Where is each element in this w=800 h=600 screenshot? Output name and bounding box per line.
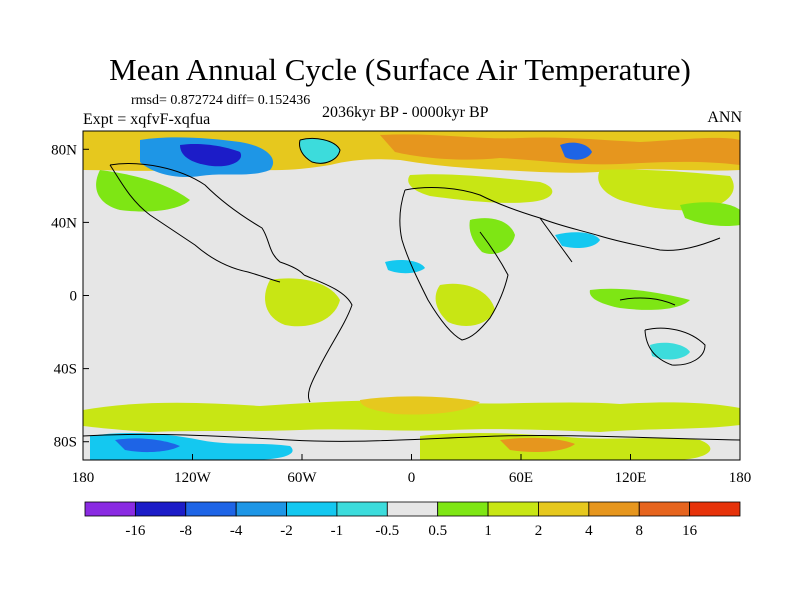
- amazon-warm: [265, 278, 340, 327]
- coastlines: [83, 137, 740, 442]
- north-pacific-warm: [680, 202, 740, 227]
- india-cold: [555, 232, 600, 248]
- colorbar-swatch: [134, 501, 187, 517]
- colorbar-label: -2: [280, 523, 293, 539]
- lon-tick-label: 60W: [287, 470, 317, 486]
- sahara-cold: [385, 260, 425, 274]
- greenland-cold: [299, 138, 340, 164]
- lat-tick-label: 40S: [54, 362, 77, 378]
- season-label: ANN: [707, 109, 742, 126]
- southern-ocean-warm: [360, 396, 480, 415]
- scandinavia-cold: [560, 142, 592, 160]
- colorbar-label: -0.5: [375, 523, 399, 539]
- lat-tick-label: 0: [70, 289, 78, 305]
- colorbar-swatch: [588, 501, 640, 517]
- colorbar-swatch: [689, 501, 741, 517]
- colorbar-swatch: [538, 501, 590, 517]
- antarctica-deep: [115, 438, 180, 453]
- southern-ocean-band: [83, 400, 740, 432]
- africa-warm: [435, 283, 495, 326]
- colorbar-label: -8: [180, 523, 193, 539]
- colorbar-label: -4: [230, 523, 243, 539]
- anomaly-field: [83, 131, 740, 460]
- colorbar-swatch: [286, 501, 338, 517]
- colorbar-swatch: [185, 501, 237, 517]
- colorbar-label: 1: [484, 523, 492, 539]
- colorbar: -16 -8 -4 -2 -1 -0.5 0.5 1 2 4 8 16: [84, 501, 741, 539]
- asia-warm: [598, 169, 734, 211]
- colorbar-swatch: [386, 501, 439, 517]
- longitude-axis: 180 120W 60W 0 60E 120E 180: [72, 454, 752, 486]
- lon-tick-label: 180: [729, 470, 752, 486]
- siberia-warm: [380, 134, 740, 165]
- period-label: 2036kyr BP - 0000kyr BP: [322, 104, 489, 121]
- canada-arctic-deep: [180, 143, 242, 167]
- colorbar-label: 16: [682, 523, 698, 539]
- antarctica-hot: [500, 437, 575, 452]
- lon-tick-label: 120E: [615, 470, 647, 486]
- stats-text: rmsd= 0.872724 diff= 0.152436: [131, 93, 311, 108]
- australia-cold: [650, 342, 690, 360]
- europe-warm: [408, 174, 553, 203]
- colorbar-swatch: [235, 501, 287, 517]
- colorbar-swatch: [487, 501, 539, 517]
- colorbar-swatch: [336, 501, 388, 517]
- experiment-label: Expt = xqfvF-xqfua: [83, 111, 211, 128]
- arabia-warm: [469, 218, 515, 255]
- colorbar-label: -16: [125, 523, 145, 539]
- lon-tick-label: 180: [72, 470, 95, 486]
- colorbar-label: 2: [535, 523, 543, 539]
- colorbar-swatch: [638, 501, 691, 517]
- lat-tick-label: 40N: [51, 215, 77, 231]
- lon-tick-label: 60E: [509, 470, 533, 486]
- lon-tick-label: 0: [408, 470, 416, 486]
- lon-tick-label: 120W: [174, 470, 212, 486]
- colorbar-label: 4: [585, 523, 593, 539]
- colorbar-swatch: [84, 501, 136, 517]
- figure-title: Mean Annual Cycle (Surface Air Temperatu…: [109, 52, 691, 87]
- colorbar-label: 0.5: [428, 523, 447, 539]
- lat-tick-label: 80N: [51, 142, 77, 158]
- colorbar-label: -1: [331, 523, 344, 539]
- colorbar-label: 8: [635, 523, 643, 539]
- latitude-axis: 80N 40N 0 40S 80S: [51, 142, 89, 451]
- lat-tick-label: 80S: [54, 435, 77, 451]
- maritime-warm: [589, 288, 690, 310]
- colorbar-swatch: [437, 501, 489, 517]
